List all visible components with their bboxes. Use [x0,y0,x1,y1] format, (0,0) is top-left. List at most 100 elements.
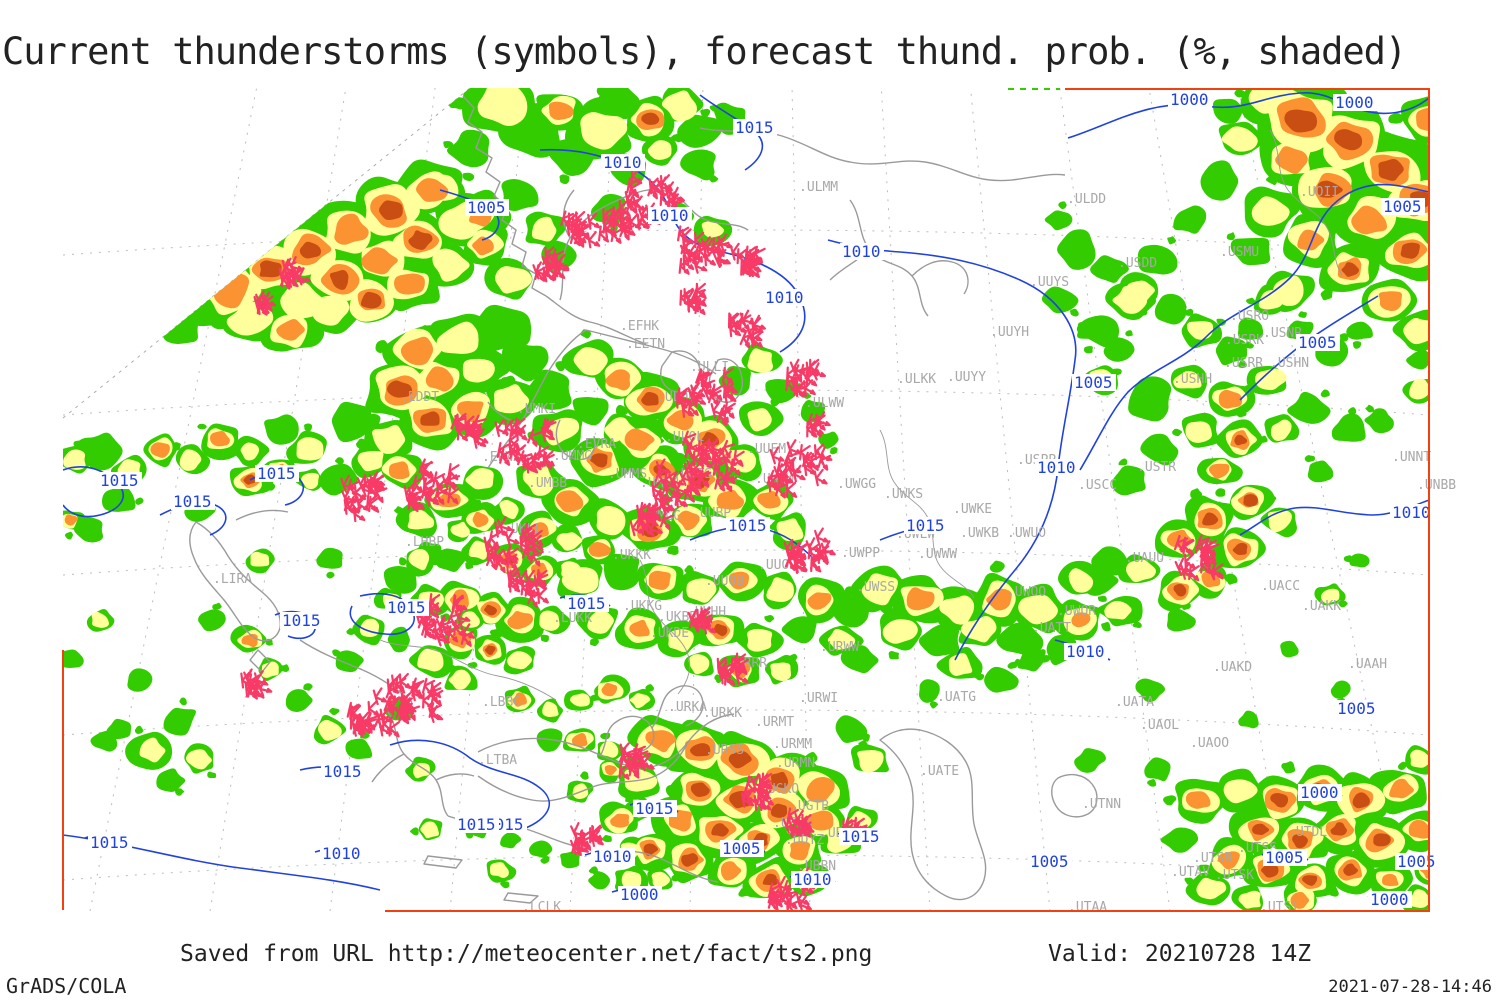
isobar-label: 1010 [842,242,881,261]
thunderstorm-icon [410,677,425,696]
prob-blob [1173,205,1207,234]
prob-blob [1260,435,1268,443]
prob-blob [409,827,419,836]
thunderstorm-icon [722,382,735,400]
prob-blob [512,692,527,707]
prob-blob [832,593,870,628]
coastline [477,741,689,802]
thunderstorm-icon [814,527,829,546]
storm-cluster [676,366,738,426]
prob-blob [436,321,479,355]
prob-blob [1083,345,1093,354]
prob-blob [1321,588,1340,604]
thunderstorm-icon [723,401,736,419]
prob-blob [1208,463,1230,479]
thunderstorm-icon [432,471,446,490]
prob-blob [747,348,774,373]
prob-blob [436,549,447,557]
isobar-label: 1005 [1265,848,1304,867]
prob-blob [690,782,710,798]
prob-blob [387,626,410,653]
thunderstorm-icon [619,742,633,760]
prob-blob [1338,599,1348,608]
thunderstorm-icon [766,469,782,489]
station-label: .UTAA [1068,900,1107,915]
prob-blob [1202,512,1219,526]
station-label: .UAKK [1302,599,1341,614]
station-label: .UWOR [1057,604,1096,619]
thunderstorm-icon [677,387,689,404]
station-label: .ULDD [1067,192,1106,207]
prob-blob [416,178,449,202]
thunderstorm-icon [537,444,550,462]
prob-blob [1238,360,1247,369]
station-label: .UATG [937,690,976,705]
storm-cluster [506,567,549,608]
prob-blob [1378,291,1403,312]
thunderstorm-icon [699,452,713,470]
prob-blob [1196,877,1227,900]
thunderstorm-icon [387,695,401,713]
prob-blob [1243,494,1259,507]
thunderstorm-icon [769,446,785,465]
thunderstorm-icon [751,331,763,348]
prob-blob [677,114,723,148]
thunderstorm-icon [293,267,305,284]
prob-blob [596,506,626,536]
thunderstorm-icon [799,363,813,382]
thunderstorm-icon [407,493,419,510]
isobar-label-box [1333,94,1377,111]
prob-blob [720,861,742,881]
prob-blob [1268,495,1277,503]
isobar-label: 1010 [650,206,689,225]
thunderstorm-icon [423,477,435,495]
thunderstorm-icon [435,615,452,634]
prob-blob [629,619,650,637]
prob-blob [1185,791,1211,809]
prob-blob [556,532,583,551]
thunderstorm-icon [630,167,643,185]
thunderstorm-icon [732,317,747,336]
thunderstorm-icon [795,889,810,908]
prob-blob [882,619,918,644]
thunderstorm-icon [632,195,647,213]
coastline [371,753,405,783]
isobar-label-box [648,207,692,224]
thunderstorm-icon [729,242,745,261]
isobar-line [349,592,415,635]
prob-blob [939,595,975,625]
station-label: .UUBP [692,506,731,521]
thunderstorm-icon [736,248,748,265]
prob-blob [667,545,679,556]
station-label: .UUOB [705,574,744,589]
thunderstorm-icon [679,289,691,307]
prob-blob [1018,594,1059,625]
prob-blob [747,408,772,432]
prob-blob [589,637,599,647]
thunderstorm-icon [504,528,520,547]
thunderstorm-icon [341,487,358,506]
prob-blob [264,414,299,445]
prob-blob [1090,255,1129,283]
prob-blob [708,175,719,183]
isobar-label-box [618,886,662,903]
prob-blob [588,871,611,890]
thunderstorm-icon [813,468,828,487]
thunderstorm-icon [767,475,781,493]
prob-blob [684,565,694,574]
prob-blob [1406,349,1430,370]
prob-blob [1057,229,1096,270]
prob-blob [1339,333,1349,342]
prob-blob [134,725,144,734]
prob-blob [764,615,775,623]
prob-blob [1218,389,1243,409]
prob-blob [1330,822,1347,836]
prob-blob [461,611,480,628]
prob-blob [1352,792,1370,809]
station-label: .UWPP [841,546,880,561]
prob-blob [986,588,1012,611]
timestamp-text: 2021-07-28-14:46 [1328,977,1492,997]
thunderstorm-icon [524,580,537,598]
thunderstorm-icon [602,208,614,225]
prob-blob [1364,408,1394,434]
